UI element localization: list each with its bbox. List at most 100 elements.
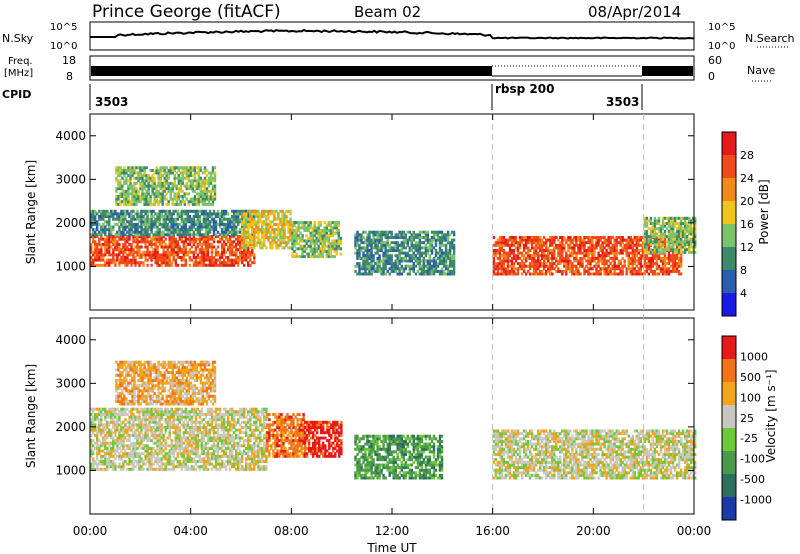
power-cell (496, 241, 500, 245)
power-cell (94, 220, 97, 224)
power-cell (613, 243, 616, 247)
power-cell (269, 230, 272, 234)
velocity-cell (140, 441, 143, 445)
power-cell (277, 246, 280, 250)
velocity-cell (106, 457, 109, 461)
power-cell (108, 253, 111, 257)
velocity-cell (112, 407, 115, 411)
power-cell (207, 179, 211, 183)
power-cell (199, 192, 203, 196)
power-cell (194, 248, 198, 252)
power-cell (356, 256, 359, 260)
velocity-cell (140, 428, 143, 432)
power-cell (182, 230, 185, 234)
power-cell (263, 238, 266, 242)
power-cell (406, 254, 409, 258)
power-cell (339, 236, 343, 240)
power-cell (118, 250, 121, 254)
power-cell (432, 269, 436, 273)
power-cell (631, 262, 634, 266)
power-cell (180, 248, 183, 252)
power-cell (522, 269, 526, 273)
power-cell (94, 258, 97, 262)
velocity-cell (114, 441, 117, 445)
velocity-cell (126, 462, 129, 466)
power-cell (532, 267, 536, 271)
power-cell (206, 253, 210, 257)
power-cell (549, 272, 552, 276)
power-cell (418, 262, 422, 266)
power-cell (289, 246, 292, 250)
power-cell (323, 244, 326, 248)
power-cell (410, 241, 413, 245)
power-cell (148, 225, 151, 229)
power-cell (181, 179, 184, 183)
power-cell (129, 176, 132, 180)
power-cell (406, 238, 409, 242)
power-cell (129, 202, 132, 206)
power-cell (408, 264, 411, 268)
power-cell (243, 248, 246, 252)
power-cell (432, 238, 436, 242)
power-cell (166, 253, 169, 257)
velocity-cell (108, 441, 111, 445)
power-cell (502, 269, 506, 273)
power-cell (119, 179, 122, 183)
velocity-cell (130, 454, 133, 458)
power-cell (692, 240, 695, 244)
power-cell (247, 250, 250, 254)
power-cell (228, 261, 232, 265)
power-cell (134, 237, 137, 241)
power-cell (424, 269, 428, 273)
power-cell (313, 231, 316, 235)
power-cell (131, 200, 134, 204)
power-cell (661, 248, 665, 252)
power-cell (444, 249, 448, 252)
power-cell (226, 220, 230, 224)
power-cell (257, 230, 260, 234)
power-cell (224, 242, 228, 246)
power-cell (114, 248, 117, 252)
power-cell (617, 251, 620, 255)
power-cell (557, 246, 560, 250)
power-cell (164, 228, 167, 232)
power-cell (378, 238, 381, 242)
power-cell (200, 245, 204, 249)
power-cell (573, 236, 576, 239)
power-cell (452, 254, 456, 258)
power-cell (589, 251, 592, 255)
power-cell (144, 209, 147, 213)
power-cell (601, 254, 604, 258)
power-cell (414, 243, 418, 247)
power-cell (444, 272, 448, 276)
velocity-cell (106, 467, 109, 471)
power-cell (204, 233, 208, 237)
power-cell (267, 212, 270, 216)
velocity-cell (124, 428, 127, 432)
power-cell (386, 230, 389, 234)
power-cell (360, 236, 363, 239)
power-cell (211, 195, 215, 198)
power-cell (442, 238, 446, 242)
power-cell (370, 238, 373, 242)
power-cell (237, 240, 240, 244)
power-cell (179, 184, 182, 188)
power-cell (627, 251, 630, 255)
power-cell (669, 269, 673, 273)
power-cell (291, 255, 294, 259)
power-cell (692, 216, 695, 220)
power-cell (384, 233, 387, 237)
power-cell (121, 187, 124, 191)
power-cell (124, 222, 127, 226)
power-cell (194, 258, 198, 262)
power-cell (232, 263, 236, 267)
power-cell (198, 222, 202, 226)
power-cell (144, 250, 147, 254)
power-cell (168, 263, 171, 267)
power-cell (120, 209, 123, 213)
power-cell (615, 267, 618, 271)
power-cell (112, 256, 115, 259)
power-cell (136, 261, 139, 265)
power-cell (196, 256, 200, 259)
power-cell (438, 241, 442, 245)
